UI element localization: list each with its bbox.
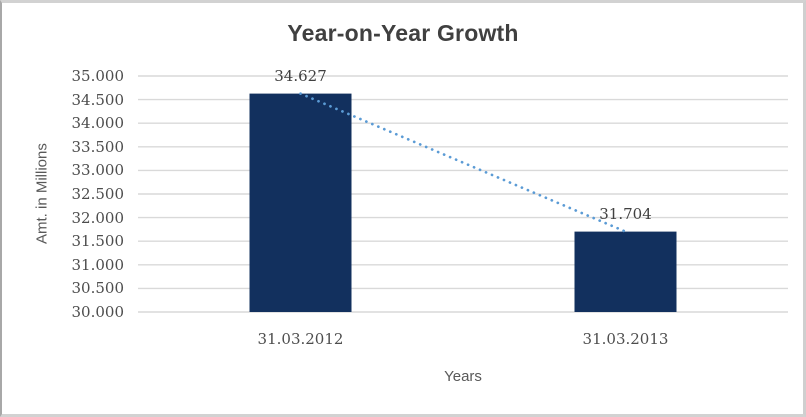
y-tick-label: 34.500	[71, 90, 125, 109]
y-tick-label: 32.500	[71, 185, 125, 203]
x-category-label: 31.03.2013	[582, 330, 669, 348]
y-tick-label: 30.000	[71, 303, 125, 321]
y-tick-label: 35.000	[71, 67, 125, 85]
chart-title: Year-on-Year Growth	[287, 20, 519, 46]
x-category-label: 31.03.2012	[257, 330, 344, 348]
y-tick-label: 31.000	[71, 255, 125, 274]
data-label: 31.704	[599, 204, 652, 223]
bar	[574, 231, 677, 312]
x-axis-title: Years	[444, 368, 482, 385]
data-label: 34.627	[274, 66, 327, 85]
y-tick-label: 33.000	[71, 161, 125, 180]
y-tick-label: 31.500	[71, 232, 125, 251]
y-tick-label: 34.000	[71, 114, 125, 133]
y-tick-label: 32.000	[71, 208, 125, 227]
bar	[249, 93, 352, 312]
y-tick-label: 33.500	[71, 137, 125, 156]
y-tick-label: 30.500	[71, 279, 125, 298]
trendline	[299, 92, 627, 233]
